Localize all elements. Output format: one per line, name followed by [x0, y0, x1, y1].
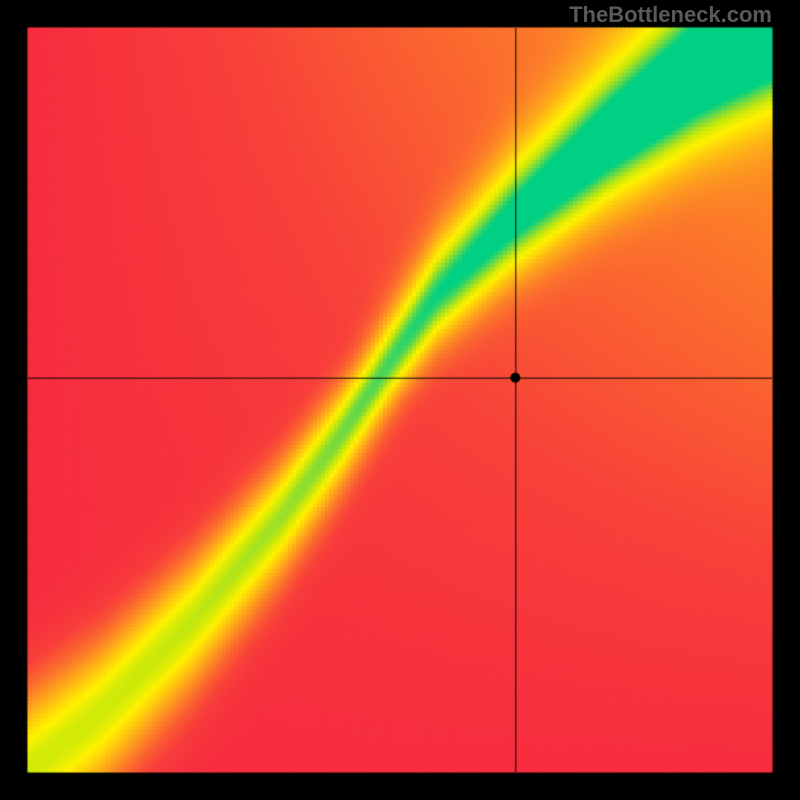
heatmap-canvas	[0, 0, 800, 800]
chart-container: TheBottleneck.com	[0, 0, 800, 800]
watermark-text: TheBottleneck.com	[569, 2, 772, 28]
